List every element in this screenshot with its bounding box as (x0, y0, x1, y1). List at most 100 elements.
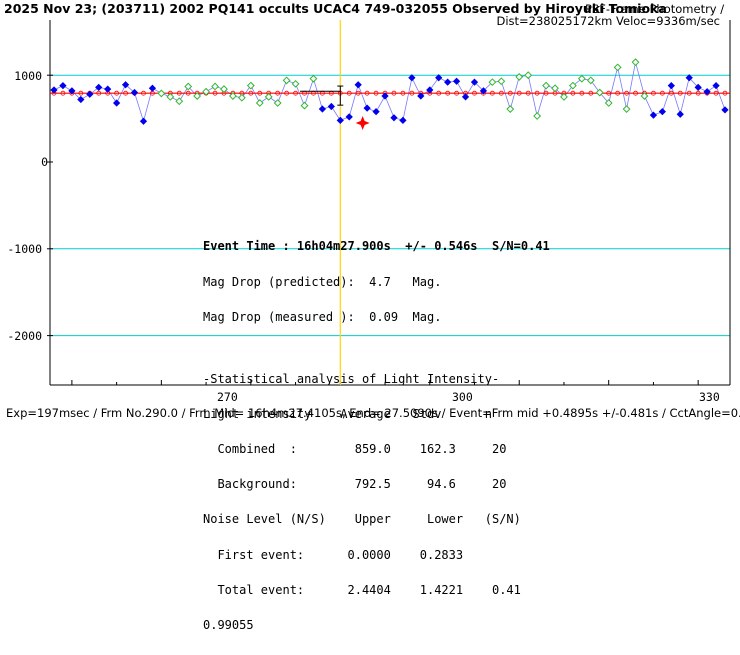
data-point-blue (470, 78, 479, 86)
level-marker (525, 90, 531, 96)
level-marker (659, 90, 665, 96)
level-marker (355, 90, 361, 96)
data-point-blue (381, 92, 389, 100)
level-marker (60, 90, 66, 96)
data-point-blue (336, 116, 344, 124)
noise-level-header: Noise Level (N/S) Upper Lower (S/N) (203, 512, 521, 527)
data-point-blue (444, 78, 452, 86)
data-point-green (255, 99, 264, 107)
data-point-blue (426, 86, 434, 94)
level-marker (713, 90, 719, 96)
level-marker (275, 90, 281, 96)
star-marker (355, 115, 370, 130)
data-point-blue (121, 81, 130, 89)
mag-drop-predicted: Mag Drop (predicted): 4.7 Mag. (203, 274, 442, 289)
level-marker (176, 90, 182, 96)
data-point-green (640, 92, 649, 100)
data-point-green (604, 99, 613, 107)
xtick-label: 330 (699, 390, 720, 404)
level-marker (96, 90, 102, 96)
data-point-green (166, 92, 175, 101)
level-marker (445, 90, 451, 96)
data-point-green (524, 71, 533, 80)
level-marker (185, 90, 191, 96)
data-point-blue (390, 114, 398, 122)
level-marker (507, 90, 513, 96)
data-point-green (613, 63, 622, 72)
data-point-green (193, 92, 202, 100)
level-marker (543, 90, 549, 96)
data-point-green (551, 84, 559, 93)
data-point-blue (104, 85, 112, 93)
data-point-blue (479, 87, 488, 95)
data-point-blue (658, 108, 666, 116)
data-point-blue (685, 74, 693, 82)
data-point-blue (95, 83, 103, 91)
data-point-green (560, 92, 568, 101)
mag-drop-measured: Mag Drop (measured ): 0.09 Mag. (203, 309, 442, 324)
data-point-blue (59, 81, 67, 90)
data-point-green (211, 82, 219, 91)
chart-title: 2025 Nov 23; (203711) 2002 PQ141 occults… (4, 1, 667, 16)
data-point-green (291, 79, 300, 88)
data-point-green (515, 73, 524, 81)
level-marker (570, 90, 576, 96)
data-point-blue (694, 83, 702, 91)
level-marker (489, 90, 495, 96)
level-marker (114, 90, 120, 96)
ytick-label: -2000 (7, 329, 42, 343)
series-connector (53, 62, 726, 123)
stat-header: -Statistical analysis of Light Intensity… (203, 372, 500, 387)
level-marker (78, 90, 84, 96)
level-marker (293, 90, 298, 96)
data-point-green (488, 78, 497, 87)
level-marker (624, 90, 629, 96)
level-marker (400, 90, 406, 96)
data-point-green (586, 76, 595, 85)
combined-row: Combined : 859.0 162.3 20 (203, 442, 507, 457)
total-event-row: Total event: 2.4404 1.4221 0.41 (203, 582, 521, 597)
plot-area (47, 20, 731, 386)
light-curve-figure: 2025 Nov 23; (203711) 2002 PQ141 occults… (4, 1, 740, 630)
data-point-blue (354, 81, 362, 89)
data-point-blue (318, 105, 327, 113)
data-point-blue (721, 106, 729, 114)
ytick-label: 1000 (14, 69, 42, 83)
level-marker (579, 90, 585, 96)
level-marker (498, 90, 504, 96)
data-point-green (577, 74, 586, 83)
data-point-blue (148, 84, 157, 92)
level-marker (606, 90, 612, 96)
data-point-blue (408, 74, 416, 82)
data-point-blue (77, 95, 85, 104)
level-marker (212, 90, 218, 96)
data-point-green (282, 76, 291, 85)
data-point-blue (68, 87, 76, 95)
data-point-blue (86, 90, 94, 98)
data-point-green (202, 87, 211, 96)
level-marker (141, 90, 146, 96)
data-point-blue (399, 116, 407, 124)
level-marker (686, 90, 692, 96)
data-point-blue (363, 104, 371, 112)
extra-value: 0.99055 (203, 617, 254, 632)
event-time: Event Time : 16h04m27.900s +/- 0.546s S/… (203, 239, 550, 254)
data-point-green (568, 81, 577, 90)
data-point-blue (703, 88, 711, 96)
data-point-green (237, 93, 246, 102)
data-point-green (533, 112, 542, 120)
level-marker (284, 90, 290, 96)
level-marker (409, 90, 415, 96)
level-marker (668, 90, 674, 96)
data-point-green (497, 77, 506, 86)
data-point-green (506, 105, 515, 113)
xtick-label: 270 (217, 390, 238, 404)
level-marker (346, 90, 352, 96)
light-intensity-header: Light intensity Average Stdv n (203, 407, 492, 422)
level-marker (615, 90, 621, 96)
data-point-blue (452, 77, 461, 85)
footer-info: Exp=197msec / Frm No.290.0 / Frm Mid= 16… (6, 406, 740, 420)
data-point-green (175, 97, 184, 106)
data-point-blue (372, 108, 380, 116)
level-marker (472, 90, 477, 96)
